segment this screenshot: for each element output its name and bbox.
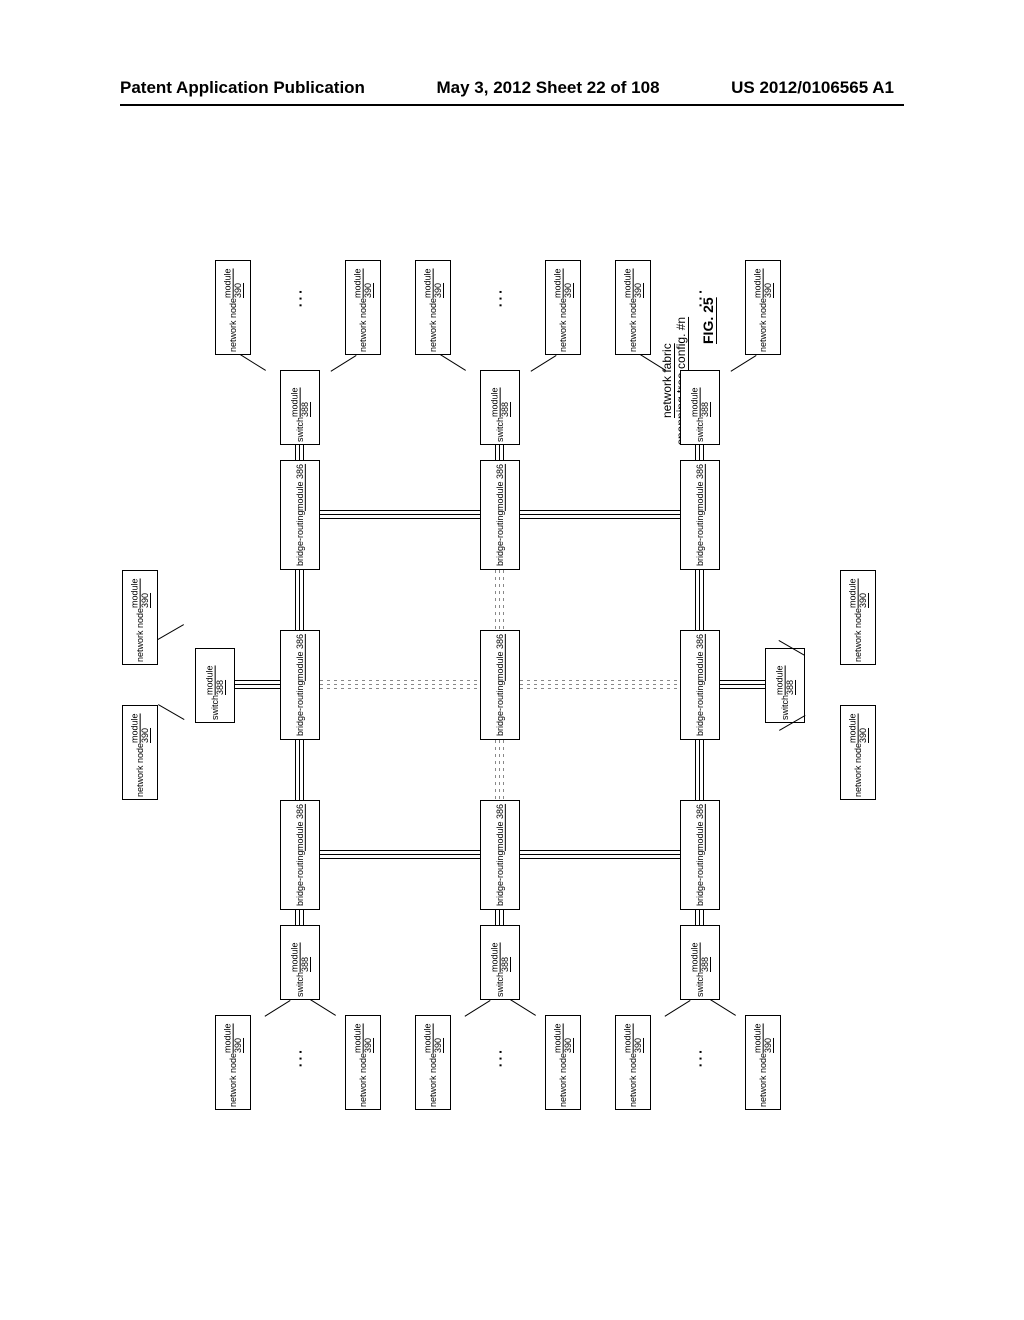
- switch-module: switchmodule 388: [680, 925, 720, 1000]
- network-node-module: network nodemodule 390: [545, 260, 581, 355]
- header-left: Patent Application Publication: [120, 78, 365, 98]
- bridge-routing-module: bridge-routingmodule 386: [680, 460, 720, 570]
- ellipsis-icon: ···: [693, 1050, 709, 1070]
- bridge-routing-module: bridge-routingmodule 386: [480, 460, 520, 570]
- header-rule: [120, 104, 904, 106]
- ellipsis-icon: ···: [493, 1050, 509, 1070]
- connection: [695, 740, 705, 800]
- connector-line: [440, 354, 466, 371]
- bridge-routing-module: bridge-routingmodule 386: [680, 800, 720, 910]
- connector-line: [158, 704, 185, 720]
- connector-line: [531, 355, 557, 372]
- bridge-routing-module: bridge-routingmodule 386: [480, 630, 520, 740]
- diagram: bridge-routingmodule 386 bridge-routingm…: [140, 260, 890, 1080]
- network-node-module: network nodemodule 390: [345, 1015, 381, 1110]
- connector-line: [240, 354, 266, 371]
- connection: [695, 570, 705, 630]
- connection: [495, 910, 505, 925]
- switch-module: switchmodule 388: [480, 370, 520, 445]
- ellipsis-icon: ···: [693, 290, 709, 310]
- ellipsis-icon: ···: [293, 1050, 309, 1070]
- network-node-module: network nodemodule 390: [215, 260, 251, 355]
- network-node-module: network nodemodule 390: [415, 260, 451, 355]
- connector-line: [510, 999, 536, 1016]
- ellipsis-icon: ···: [493, 290, 509, 310]
- connector-line: [665, 1000, 691, 1017]
- connector-line: [157, 624, 184, 640]
- network-node-module: network nodemodule 390: [615, 260, 651, 355]
- connector-line: [465, 1000, 491, 1017]
- network-node-module: network nodemodule 390: [745, 260, 781, 355]
- network-node-module: network nodemodule 390: [545, 1015, 581, 1110]
- switch-module: switchmodule 388: [280, 925, 320, 1000]
- bridge-routing-module: bridge-routingmodule 386: [280, 800, 320, 910]
- page: Patent Application Publication May 3, 20…: [0, 0, 1024, 1320]
- bridge-routing-module: bridge-routingmodule 386: [480, 800, 520, 910]
- network-node-module: network nodemodule 390: [122, 705, 158, 800]
- switch-module: switchmodule 388: [195, 648, 235, 723]
- connector-line: [331, 355, 357, 372]
- connection: [520, 510, 680, 520]
- connection: [520, 850, 680, 860]
- network-node-module: network nodemodule 390: [615, 1015, 651, 1110]
- network-node-module: network nodemodule 390: [345, 260, 381, 355]
- connector-line: [731, 355, 757, 372]
- switch-module: switchmodule 388: [680, 370, 720, 445]
- switch-module: switchmodule 388: [480, 925, 520, 1000]
- connection: [235, 680, 280, 690]
- ellipsis-icon: ···: [293, 290, 309, 310]
- connection: [495, 445, 505, 460]
- header-right: US 2012/0106565 A1: [731, 78, 894, 98]
- connection: [295, 740, 305, 800]
- connection: [720, 680, 765, 690]
- switch-module: switchmodule 388: [280, 370, 320, 445]
- connection: [320, 510, 480, 520]
- switch-module: switchmodule 388: [765, 648, 805, 723]
- connection: [295, 910, 305, 925]
- page-header: Patent Application Publication May 3, 20…: [0, 78, 1024, 98]
- bridge-routing-module: bridge-routingmodule 386: [280, 630, 320, 740]
- connector-line: [265, 1000, 291, 1017]
- network-node-module: network nodemodule 390: [840, 570, 876, 665]
- network-node-module: network nodemodule 390: [215, 1015, 251, 1110]
- bridge-routing-module: bridge-routingmodule 386: [680, 630, 720, 740]
- connector-line: [640, 354, 666, 371]
- header-center: May 3, 2012 Sheet 22 of 108: [437, 78, 660, 98]
- connection: [295, 570, 305, 630]
- connection-dashed: [320, 680, 480, 690]
- connection-dashed: [495, 570, 505, 630]
- connection: [695, 910, 705, 925]
- network-node-module: network nodemodule 390: [122, 570, 158, 665]
- connector-line: [310, 999, 336, 1016]
- network-node-module: network nodemodule 390: [840, 705, 876, 800]
- bridge-routing-module: bridge-routingmodule 386: [280, 460, 320, 570]
- connection: [695, 445, 705, 460]
- connection: [295, 445, 305, 460]
- connector-line: [710, 999, 736, 1016]
- connection-dashed: [495, 740, 505, 800]
- network-node-module: network nodemodule 390: [745, 1015, 781, 1110]
- connection-dashed: [520, 680, 680, 690]
- network-node-module: network nodemodule 390: [415, 1015, 451, 1110]
- connection: [320, 850, 480, 860]
